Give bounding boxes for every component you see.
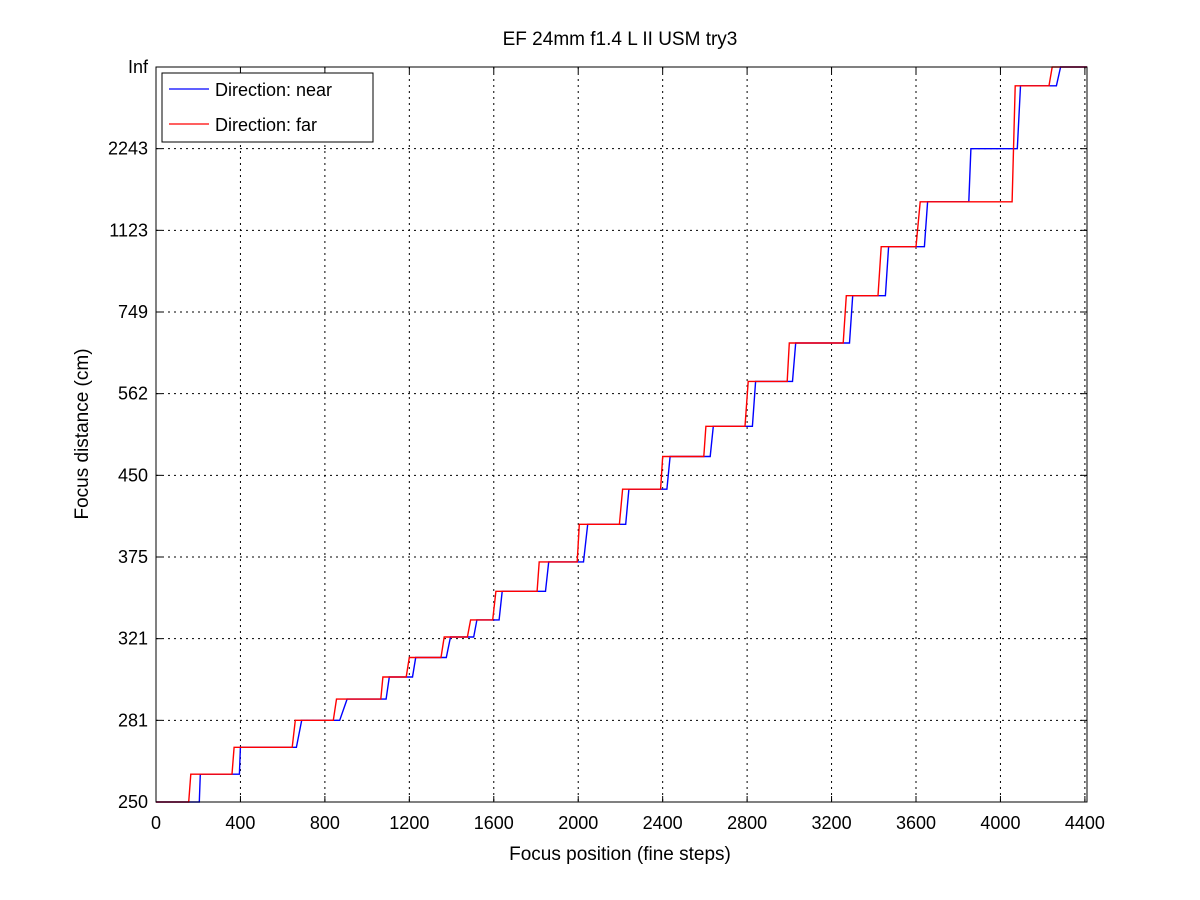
legend-label-near: Direction: near [215, 80, 332, 100]
y-tick-label: 375 [118, 547, 148, 567]
x-tick-label: 1600 [474, 813, 514, 833]
x-tick-label: 4000 [980, 813, 1020, 833]
ticks: 0 400 800 1200 1600 2000 2400 2800 3200 3600 4000 4… [108, 57, 1105, 833]
series-line-far [156, 66, 1087, 803]
y-tick-label: 1123 [109, 220, 148, 240]
x-tick-label: 2400 [643, 813, 683, 833]
x-tick-label: 3600 [896, 813, 936, 833]
y-tick-label: 321 [118, 629, 148, 649]
legend: Direction: near Direction: far [161, 72, 374, 143]
y-tick-label: 749 [118, 302, 148, 322]
series-layer [156, 66, 1087, 803]
x-tick-label: 400 [225, 813, 255, 833]
legend-label-far: Direction: far [215, 115, 317, 135]
grid [156, 66, 1087, 802]
plot-frame [155, 66, 1088, 803]
chart-title: EF 24mm f1.4 L II USM try3 [503, 29, 738, 50]
legend-box [161, 72, 374, 143]
y-axis-label: Focus distance (cm) [72, 348, 93, 519]
y-tick-label: 450 [118, 465, 148, 485]
y-tick-label: 2243 [108, 139, 148, 159]
x-tick-label: 800 [310, 813, 340, 833]
x-tick-label: 1200 [389, 813, 429, 833]
y-tick-label: 250 [118, 792, 148, 812]
x-tick-label: 3200 [812, 813, 852, 833]
x-tick-label: 2800 [727, 813, 767, 833]
x-tick-label: 2000 [558, 813, 598, 833]
x-tick-label: 4400 [1065, 813, 1105, 833]
y-tick-label: 281 [118, 710, 148, 730]
y-tick-label: 562 [118, 384, 148, 404]
x-axis-label: Focus position (fine steps) [509, 844, 731, 865]
y-tick-label: Inf [128, 57, 149, 77]
series-line-near [156, 66, 1087, 803]
x-tick-label: 0 [151, 813, 161, 833]
